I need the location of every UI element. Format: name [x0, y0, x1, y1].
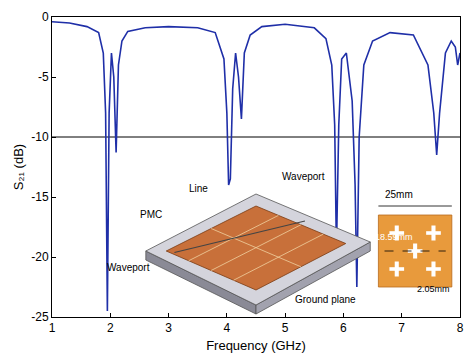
svg-text:Frequency (GHz): Frequency (GHz): [206, 338, 306, 353]
svg-text:18.59mm: 18.59mm: [375, 232, 413, 242]
svg-text:0: 0: [42, 10, 49, 24]
svg-text:-15: -15: [31, 190, 49, 204]
svg-text:S₂₁ (dB): S₂₁ (dB): [11, 144, 26, 190]
svg-text:6: 6: [340, 321, 347, 335]
svg-text:5: 5: [282, 321, 289, 335]
svg-text:4: 4: [224, 321, 231, 335]
svg-text:Ground plane: Ground plane: [295, 294, 356, 305]
svg-text:Waveport: Waveport: [107, 262, 150, 273]
svg-text:3: 3: [165, 321, 172, 335]
svg-text:-5: -5: [38, 70, 49, 84]
svg-text:-10: -10: [31, 130, 49, 144]
svg-text:1: 1: [49, 321, 56, 335]
svg-text:Waveport: Waveport: [282, 171, 325, 182]
svg-text:8: 8: [457, 321, 464, 335]
svg-text:-20: -20: [31, 250, 49, 264]
svg-text:2: 2: [107, 321, 114, 335]
svg-text:7: 7: [398, 321, 405, 335]
svg-text:PMC: PMC: [140, 209, 162, 220]
svg-text:-25: -25: [31, 310, 49, 324]
svg-text:2.05mm: 2.05mm: [417, 284, 450, 294]
svg-text:Line: Line: [189, 183, 208, 194]
svg-text:25mm: 25mm: [385, 189, 413, 200]
